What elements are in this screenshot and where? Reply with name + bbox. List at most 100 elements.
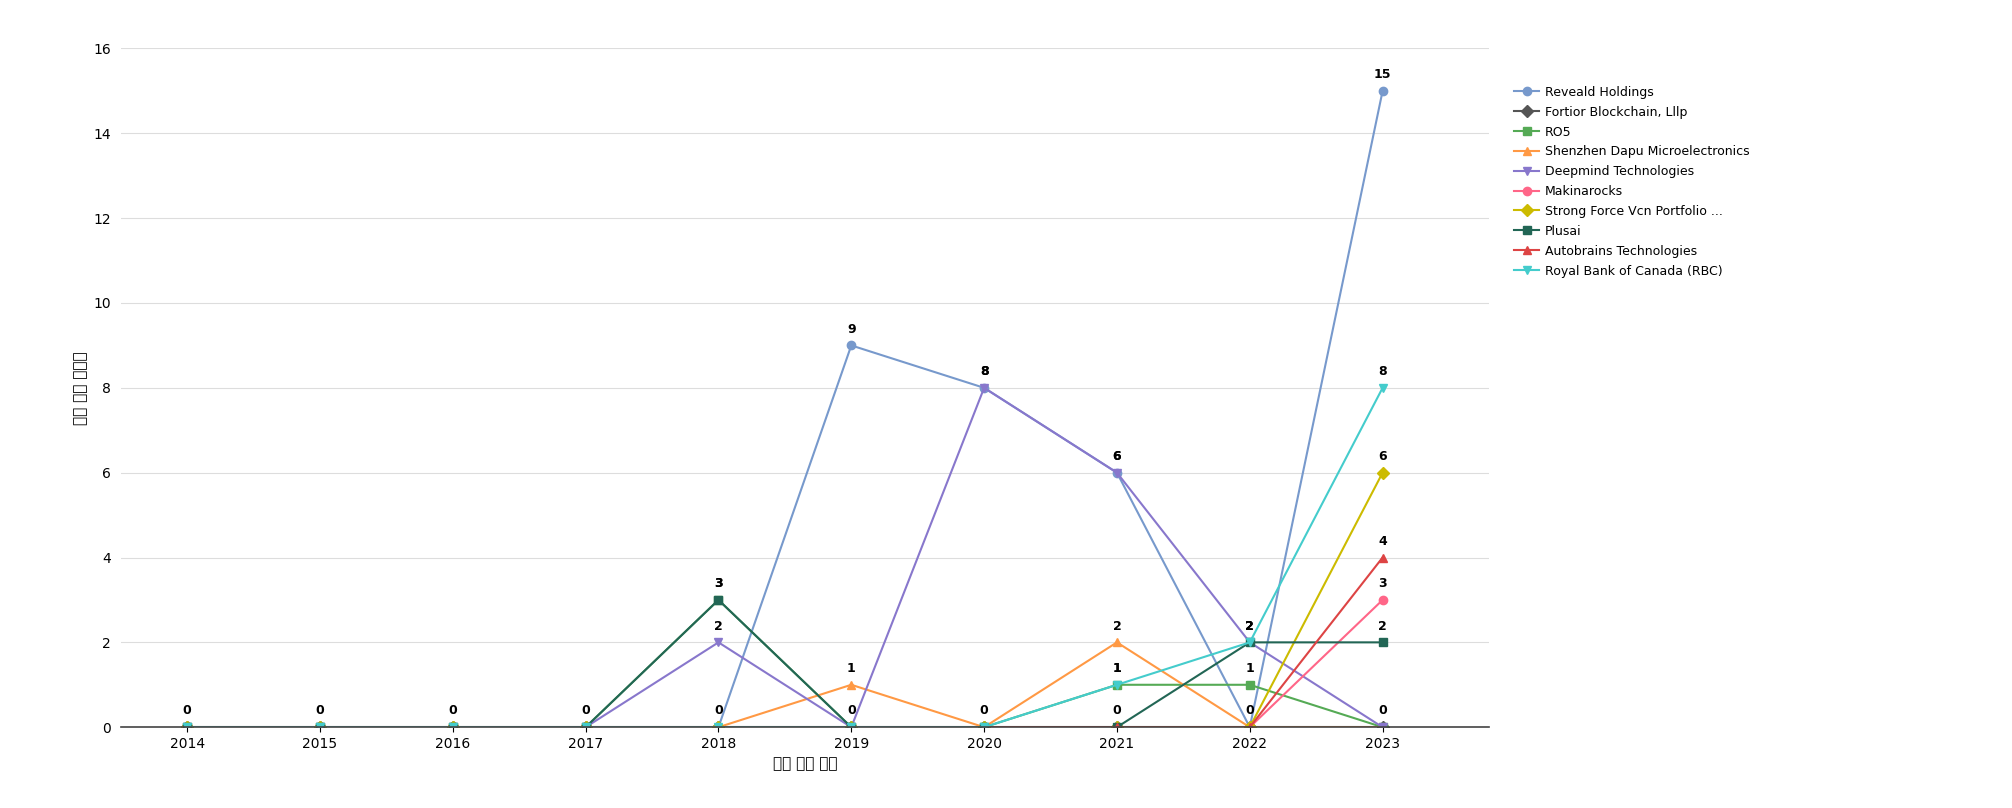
Royal Bank of Canada (RBC) [1105,680,1129,689]
Text: 2: 2 [714,620,722,633]
Shenzhen Dapu Microelectronics [1370,722,1394,732]
Plusai [1370,638,1394,647]
Fortior Blockchain, Lllp [1237,722,1262,732]
Autobrains Technologies [1370,553,1394,562]
Reveald Holdings [441,722,465,732]
Text: 0: 0 [714,705,722,718]
Strong Force Vcn Portfolio ... [1105,722,1129,732]
Plusai [972,722,996,732]
Text: 2: 2 [1245,620,1253,633]
Line: Fortior Blockchain, Lllp: Fortior Blockchain, Lllp [183,723,1386,731]
Strong Force Vcn Portfolio ... [308,722,332,732]
Reveald Holdings [839,341,863,351]
Text: 3: 3 [1378,577,1386,590]
Makinarocks [839,722,863,732]
RO5 [573,722,598,732]
Makinarocks [706,722,730,732]
Strong Force Vcn Portfolio ... [972,722,996,732]
Text: 0: 0 [183,705,191,718]
Fortior Blockchain, Lllp [972,722,996,732]
Deepmind Technologies [573,722,598,732]
Reveald Holdings [573,722,598,732]
Fortior Blockchain, Lllp [441,722,465,732]
Text: 15: 15 [1374,68,1392,81]
Text: 9: 9 [847,322,855,335]
Y-axis label: 특허 출원 공개량: 특허 출원 공개량 [72,351,89,425]
Text: 8: 8 [980,365,988,378]
Makinarocks [1370,595,1394,604]
Line: Royal Bank of Canada (RBC): Royal Bank of Canada (RBC) [183,384,1386,731]
Text: 0: 0 [847,705,855,718]
Text: 8: 8 [980,365,988,378]
Makinarocks [175,722,199,732]
Text: 0: 0 [1113,705,1121,718]
Strong Force Vcn Portfolio ... [1370,468,1394,478]
Shenzhen Dapu Microelectronics [1105,638,1129,647]
Strong Force Vcn Portfolio ... [706,722,730,732]
Text: 0: 0 [1245,705,1253,718]
Text: 6: 6 [1378,450,1386,463]
Deepmind Technologies [441,722,465,732]
Text: 0: 0 [449,705,457,718]
RO5 [1370,722,1394,732]
Royal Bank of Canada (RBC) [839,722,863,732]
Plusai [175,722,199,732]
Plusai [1105,722,1129,732]
Autobrains Technologies [573,722,598,732]
RO5 [175,722,199,732]
Autobrains Technologies [972,722,996,732]
Plusai [441,722,465,732]
Line: Shenzhen Dapu Microelectronics: Shenzhen Dapu Microelectronics [183,638,1386,731]
Autobrains Technologies [175,722,199,732]
Reveald Holdings [308,722,332,732]
Autobrains Technologies [706,722,730,732]
Text: 1: 1 [1113,662,1121,675]
Deepmind Technologies [1105,468,1129,478]
Legend: Reveald Holdings, Fortior Blockchain, Lllp, RO5, Shenzhen Dapu Microelectronics,: Reveald Holdings, Fortior Blockchain, Ll… [1509,81,1754,283]
Reveald Holdings [1370,86,1394,95]
Strong Force Vcn Portfolio ... [573,722,598,732]
Plusai [1237,638,1262,647]
Shenzhen Dapu Microelectronics [573,722,598,732]
Royal Bank of Canada (RBC) [1370,383,1394,393]
Text: 0: 0 [581,705,590,718]
Strong Force Vcn Portfolio ... [839,722,863,732]
Makinarocks [972,722,996,732]
Plusai [573,722,598,732]
Royal Bank of Canada (RBC) [441,722,465,732]
Text: 1: 1 [847,662,855,675]
Deepmind Technologies [706,638,730,647]
Fortior Blockchain, Lllp [1370,722,1394,732]
Makinarocks [441,722,465,732]
Royal Bank of Canada (RBC) [972,722,996,732]
RO5 [308,722,332,732]
Fortior Blockchain, Lllp [706,722,730,732]
Shenzhen Dapu Microelectronics [706,722,730,732]
Reveald Holdings [1105,468,1129,478]
Line: Plusai: Plusai [183,595,1386,731]
Strong Force Vcn Portfolio ... [1237,722,1262,732]
RO5 [839,722,863,732]
Fortior Blockchain, Lllp [175,722,199,732]
Reveald Holdings [706,722,730,732]
Text: 3: 3 [714,577,722,590]
Reveald Holdings [972,383,996,393]
Royal Bank of Canada (RBC) [175,722,199,732]
Line: Reveald Holdings: Reveald Holdings [183,86,1386,731]
Shenzhen Dapu Microelectronics [972,722,996,732]
Text: 3: 3 [714,577,722,590]
Text: 2: 2 [1113,620,1121,633]
Plusai [706,595,730,604]
Autobrains Technologies [839,722,863,732]
Text: 8: 8 [1378,365,1386,378]
Deepmind Technologies [308,722,332,732]
Autobrains Technologies [1105,722,1129,732]
RO5 [441,722,465,732]
Royal Bank of Canada (RBC) [573,722,598,732]
Fortior Blockchain, Lllp [1105,722,1129,732]
RO5 [972,722,996,732]
Line: Strong Force Vcn Portfolio ...: Strong Force Vcn Portfolio ... [183,469,1386,731]
Text: 0: 0 [1378,705,1386,718]
Text: 4: 4 [1378,535,1386,548]
Shenzhen Dapu Microelectronics [308,722,332,732]
